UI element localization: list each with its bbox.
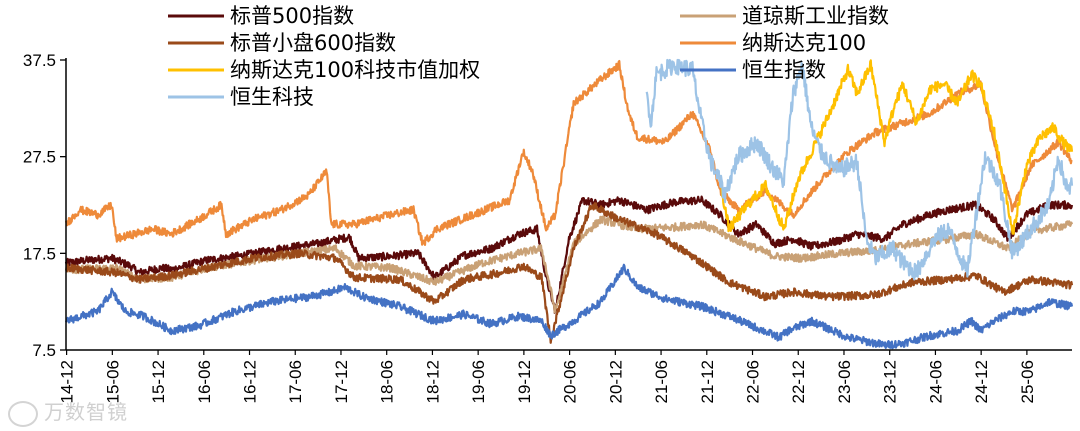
- x-tick-label: 20-12: [606, 360, 625, 403]
- legend-label-2: 标普小盘600指数: [230, 31, 396, 55]
- y-tick-label: 27.5: [23, 148, 56, 167]
- legend-label-6: 恒生科技: [230, 85, 314, 109]
- y-tick-label: 7.5: [32, 341, 56, 360]
- series-line-2: [65, 202, 1074, 344]
- legend-label-4: 纳斯达克100科技市值加权: [230, 58, 480, 82]
- x-tick-label: 23-12: [881, 360, 900, 403]
- series-line-3: [64, 59, 1073, 246]
- x-tick-label: 15-06: [103, 360, 122, 403]
- x-tick-label: 24-06: [926, 360, 945, 403]
- x-tick-label: 16-12: [241, 360, 260, 403]
- x-tick-label: 21-06: [652, 360, 671, 403]
- x-tick-label: 25-06: [1018, 360, 1037, 403]
- x-tick-label: 23-06: [835, 360, 854, 403]
- watermark-text: 万数智镜: [44, 400, 128, 424]
- legend-label-5: 恒生指数: [742, 58, 826, 82]
- watermark: 万数智镜: [8, 396, 128, 427]
- x-tick-label: 22-06: [744, 360, 763, 403]
- legend-label-3: 纳斯达克100: [742, 31, 866, 55]
- x-tick-label: 21-12: [698, 360, 717, 403]
- x-tick-label: 19-06: [469, 360, 488, 403]
- y-tick-label: 37.5: [23, 51, 56, 70]
- watermark-logo-icon: [8, 400, 38, 427]
- axes: 7.5 17.5 27.5 37.5 14-12 15-06 15-12 16-06 16-12…: [23, 51, 1072, 403]
- series-line-5: [64, 263, 1074, 350]
- series-line-6: [645, 58, 1074, 281]
- x-tick-label: 19-12: [515, 360, 534, 403]
- y-tick-label: 17.5: [23, 244, 56, 263]
- x-tick-label: 14-12: [58, 360, 77, 403]
- x-tick-label: 20-06: [561, 360, 580, 403]
- x-tick-label: 17-06: [286, 360, 305, 403]
- x-tick-label: 22-12: [789, 360, 808, 403]
- x-tick-label: 16-06: [195, 360, 214, 403]
- x-tick-label: 17-12: [332, 360, 351, 403]
- series-line-4: [718, 59, 1074, 235]
- x-tick-label: 24-12: [972, 360, 991, 403]
- x-tick-label: 18-12: [423, 360, 442, 403]
- legend-label-0: 标普500指数: [230, 4, 354, 28]
- plot-area: [64, 58, 1074, 350]
- x-tick-label: 15-12: [149, 360, 168, 403]
- x-tick-label: 18-06: [378, 360, 397, 403]
- legend-label-1: 道琼斯工业指数: [742, 4, 889, 28]
- series-line-0: [64, 195, 1074, 314]
